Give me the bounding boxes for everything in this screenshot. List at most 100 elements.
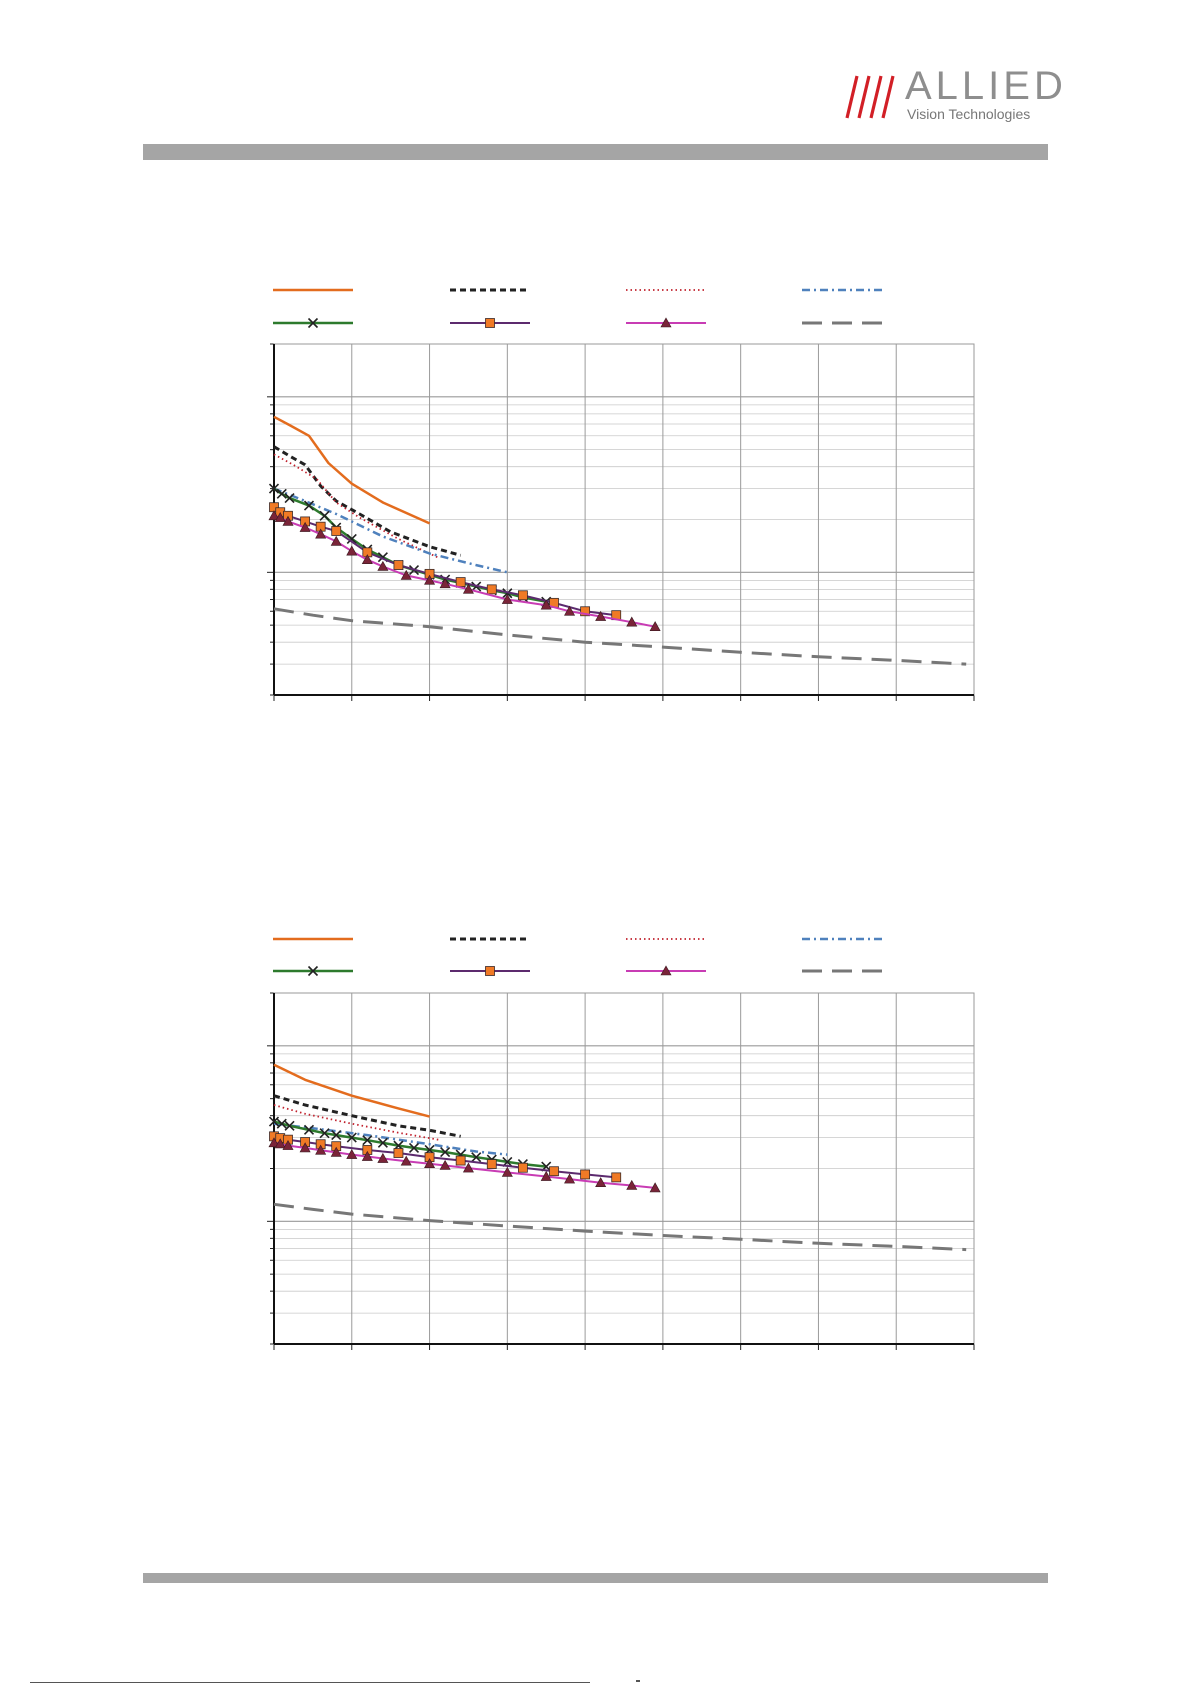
data-point-marker	[393, 1148, 404, 1158]
data-point-marker	[268, 1137, 280, 1148]
data-point-marker	[274, 1138, 286, 1149]
data-point-marker	[455, 1155, 466, 1166]
series-6	[269, 502, 622, 621]
legend-marker	[660, 965, 672, 976]
series-line	[273, 1122, 508, 1156]
data-point-marker	[626, 616, 638, 627]
series-4	[273, 1122, 508, 1156]
data-point-marker	[346, 545, 358, 556]
brand-logo-slashes-icon	[845, 75, 895, 119]
data-point-marker	[299, 1142, 311, 1153]
data-point-marker	[580, 606, 591, 617]
data-point-marker	[330, 535, 342, 546]
data-point-marker	[319, 1128, 330, 1139]
series-7	[268, 510, 661, 632]
brand-name: ALLIED	[905, 64, 1067, 108]
data-point-marker	[486, 1159, 497, 1169]
chart-legend	[273, 288, 882, 329]
data-point-marker	[276, 488, 287, 499]
data-point-marker	[595, 1177, 607, 1187]
data-point-marker	[501, 593, 513, 604]
data-point-marker	[315, 1144, 327, 1155]
series-2	[273, 445, 462, 557]
data-point-marker	[626, 1179, 638, 1190]
data-point-marker	[303, 1124, 315, 1135]
legend-item-7	[626, 317, 706, 328]
data-point-marker	[462, 1162, 474, 1173]
data-point-marker	[303, 500, 315, 511]
legend-item-5	[273, 317, 353, 329]
legend-item-6	[450, 966, 530, 976]
series-line	[273, 607, 967, 666]
data-point-marker	[649, 1182, 661, 1193]
series-line	[273, 1094, 461, 1138]
chart-legend	[273, 937, 882, 977]
series-8	[273, 607, 967, 666]
series-line	[273, 415, 431, 525]
legend-item-6	[450, 318, 530, 328]
brand-tagline: Vision Technologies	[907, 106, 1031, 122]
data-point-marker	[501, 1166, 513, 1177]
series-8	[273, 1202, 967, 1252]
data-point-marker	[331, 526, 342, 536]
series-4	[273, 487, 508, 574]
series-line	[273, 1202, 967, 1252]
data-point-marker	[486, 584, 497, 595]
series-1	[273, 1063, 430, 1118]
data-point-marker	[471, 1152, 482, 1163]
data-point-marker	[330, 1146, 342, 1157]
data-point-marker	[377, 1137, 388, 1148]
data-point-marker	[282, 515, 294, 526]
data-point-marker	[549, 1166, 559, 1177]
series-line	[273, 1063, 430, 1118]
data-point-marker	[649, 621, 661, 632]
data-point-marker	[439, 578, 451, 589]
data-point-marker	[299, 521, 311, 532]
footer-bar	[143, 1573, 1048, 1583]
data-point-marker	[268, 1116, 280, 1127]
data-point-marker	[268, 483, 280, 494]
data-point-marker	[346, 533, 357, 544]
data-point-marker	[540, 599, 552, 610]
series-6	[269, 1131, 622, 1183]
data-point-marker	[439, 1159, 451, 1170]
data-point-marker	[284, 492, 295, 504]
legend-marker	[307, 317, 319, 329]
data-point-marker	[284, 1120, 295, 1131]
data-point-marker	[595, 610, 607, 621]
data-point-marker	[462, 583, 474, 594]
data-point-marker	[276, 1118, 287, 1129]
data-point-marker	[424, 1158, 436, 1168]
data-point-marker	[424, 574, 436, 585]
data-point-marker	[346, 1148, 358, 1159]
series-2	[273, 1094, 461, 1138]
data-point-marker	[268, 510, 280, 521]
data-point-marker	[315, 528, 327, 539]
data-point-marker	[377, 560, 389, 571]
data-point-marker	[361, 1150, 373, 1161]
header-bar	[143, 144, 1048, 160]
data-point-marker	[362, 1135, 373, 1146]
data-point-marker	[319, 510, 330, 521]
data-point-marker	[540, 1170, 552, 1181]
series-7	[268, 1137, 661, 1193]
legend-marker	[485, 318, 495, 328]
legend-marker	[485, 966, 495, 976]
series-1	[273, 415, 431, 525]
chart-grid	[267, 992, 975, 1350]
legend-marker	[660, 317, 672, 328]
series-line	[273, 445, 462, 557]
data-point-marker	[517, 1162, 528, 1173]
legend-item-7	[626, 965, 706, 976]
data-point-marker	[346, 1132, 357, 1143]
footer-mark	[636, 1680, 640, 1682]
data-point-marker	[440, 1147, 451, 1158]
data-point-marker	[564, 605, 576, 616]
data-point-marker	[274, 512, 286, 522]
legend-marker	[307, 965, 319, 977]
legend-item-5	[273, 965, 353, 977]
data-point-marker	[282, 1140, 294, 1150]
data-point-marker	[611, 1172, 622, 1183]
